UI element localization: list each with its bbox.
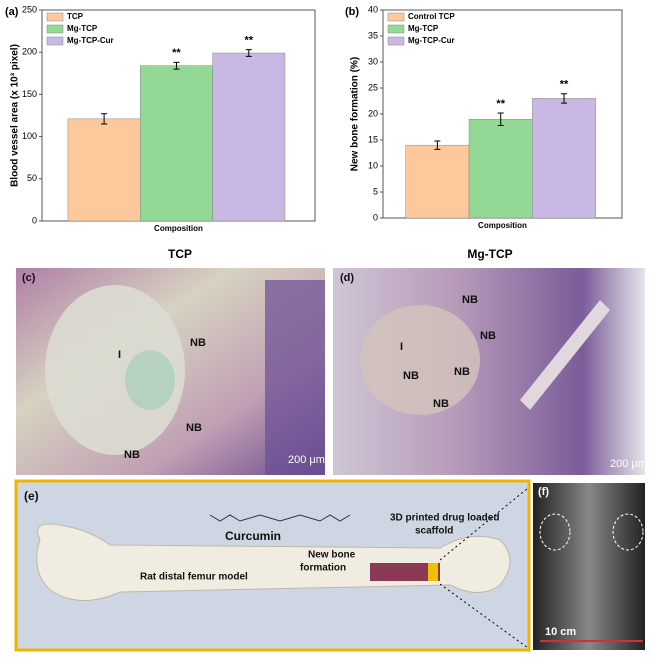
region-label: NB bbox=[124, 449, 140, 461]
model-label: Rat distal femur model bbox=[140, 572, 248, 583]
y-tick-label: 0 bbox=[32, 215, 37, 225]
scale-label: 200 μm bbox=[288, 454, 325, 466]
significance: ** bbox=[560, 79, 569, 91]
scaffold-label: scaffold bbox=[415, 526, 453, 537]
error-bar bbox=[173, 61, 180, 70]
error-bar bbox=[434, 140, 441, 150]
new-bone-label: formation bbox=[300, 563, 346, 574]
error-bar bbox=[497, 112, 504, 126]
panel-c: (c) I NB NB NB 200 μm bbox=[16, 268, 325, 475]
y-tick-label: 0 bbox=[373, 212, 378, 222]
legend-label: Mg-TCP bbox=[408, 24, 439, 33]
region-label: NB bbox=[186, 422, 202, 434]
heading: TCP bbox=[168, 247, 192, 261]
y-tick-label: 40 bbox=[368, 4, 378, 14]
region-label: I bbox=[118, 349, 121, 361]
scaffold bbox=[370, 563, 440, 581]
molecule-label: Curcumin bbox=[225, 529, 281, 543]
region-label: NB bbox=[403, 370, 419, 382]
panel-label: (c) bbox=[22, 272, 36, 284]
error-bar bbox=[101, 113, 108, 125]
y-tick-label: 30 bbox=[368, 56, 378, 66]
scaffold-region bbox=[45, 285, 185, 455]
x-axis-label: Composition bbox=[478, 221, 527, 230]
y-tick-label: 200 bbox=[22, 47, 37, 57]
panel-e: (e) Curcumin 3D printed drug loaded scaf… bbox=[14, 479, 531, 652]
marrow bbox=[265, 280, 325, 475]
stain bbox=[125, 350, 175, 410]
y-axis-label: New bone formation (%) bbox=[350, 57, 361, 171]
panel-label: (b) bbox=[345, 6, 359, 18]
panel-f: (f) 10 cm bbox=[533, 483, 645, 650]
bar bbox=[468, 118, 533, 219]
legend-swatch bbox=[46, 24, 64, 34]
xray-image bbox=[533, 483, 645, 650]
femur bbox=[36, 523, 511, 601]
bone-fragment bbox=[520, 300, 610, 410]
bar bbox=[532, 98, 596, 219]
y-tick-label: 15 bbox=[368, 134, 378, 144]
legend-swatch bbox=[46, 36, 64, 46]
legend-swatch bbox=[387, 24, 405, 34]
region-label: NB bbox=[190, 337, 206, 349]
y-tick-label: 5 bbox=[373, 186, 378, 196]
y-tick-label: 10 bbox=[368, 160, 378, 170]
molecule bbox=[209, 514, 351, 522]
legend-swatch bbox=[387, 36, 405, 46]
panel-label: (a) bbox=[5, 6, 19, 18]
legend-label: Mg-TCP-Cur bbox=[408, 36, 455, 45]
scaffold-edge bbox=[428, 563, 438, 581]
legend-label: Mg-TCP bbox=[67, 24, 98, 33]
error-bar bbox=[561, 93, 568, 104]
y-axis-label: Blood vessel area (x 10³ pixel) bbox=[10, 44, 21, 187]
y-tick-label: 100 bbox=[22, 131, 37, 141]
y-tick-label: 50 bbox=[27, 173, 37, 183]
legend-label: TCP bbox=[67, 12, 84, 21]
significance: ** bbox=[496, 98, 505, 110]
highlight bbox=[612, 513, 644, 551]
new-bone-label: New bone bbox=[308, 550, 356, 561]
heading: Mg-TCP bbox=[467, 247, 512, 261]
panel-label: (f) bbox=[538, 486, 549, 498]
legend-swatch bbox=[387, 12, 405, 22]
scaffold-label: 3D printed drug loaded bbox=[390, 513, 499, 524]
scale-label: 10 cm bbox=[545, 626, 576, 638]
bar bbox=[140, 65, 213, 222]
legend-label: Mg-TCP-Cur bbox=[67, 36, 114, 45]
region-label: NB bbox=[433, 398, 449, 410]
error-bar bbox=[245, 49, 252, 57]
region-label: NB bbox=[462, 294, 478, 306]
scale-label: 200 μm bbox=[610, 458, 647, 470]
y-tick-label: 25 bbox=[368, 82, 378, 92]
connector bbox=[439, 583, 529, 649]
region-label: NB bbox=[480, 330, 496, 342]
headings: TCP Mg-TCP bbox=[168, 247, 513, 261]
highlight bbox=[539, 513, 571, 551]
y-tick-label: 20 bbox=[368, 108, 378, 118]
region-label: I bbox=[400, 341, 403, 353]
bar bbox=[405, 144, 470, 219]
legend-swatch bbox=[46, 12, 64, 22]
y-tick-label: 150 bbox=[22, 89, 37, 99]
significance: ** bbox=[245, 35, 254, 47]
panel-d: (d) I NB NB NB NB NB 200 μm bbox=[333, 268, 647, 475]
significance: ** bbox=[172, 47, 181, 59]
connector bbox=[439, 487, 529, 561]
region-label: NB bbox=[454, 366, 470, 378]
bar bbox=[212, 52, 286, 222]
bar bbox=[67, 118, 141, 222]
legend-label: Control TCP bbox=[408, 12, 455, 21]
panel-label: (d) bbox=[340, 272, 354, 284]
scaffold-region bbox=[360, 305, 480, 415]
y-tick-label: 35 bbox=[368, 30, 378, 40]
x-axis-label: Composition bbox=[154, 224, 203, 233]
y-tick-label: 250 bbox=[22, 4, 37, 14]
panel-label: (e) bbox=[24, 489, 39, 503]
